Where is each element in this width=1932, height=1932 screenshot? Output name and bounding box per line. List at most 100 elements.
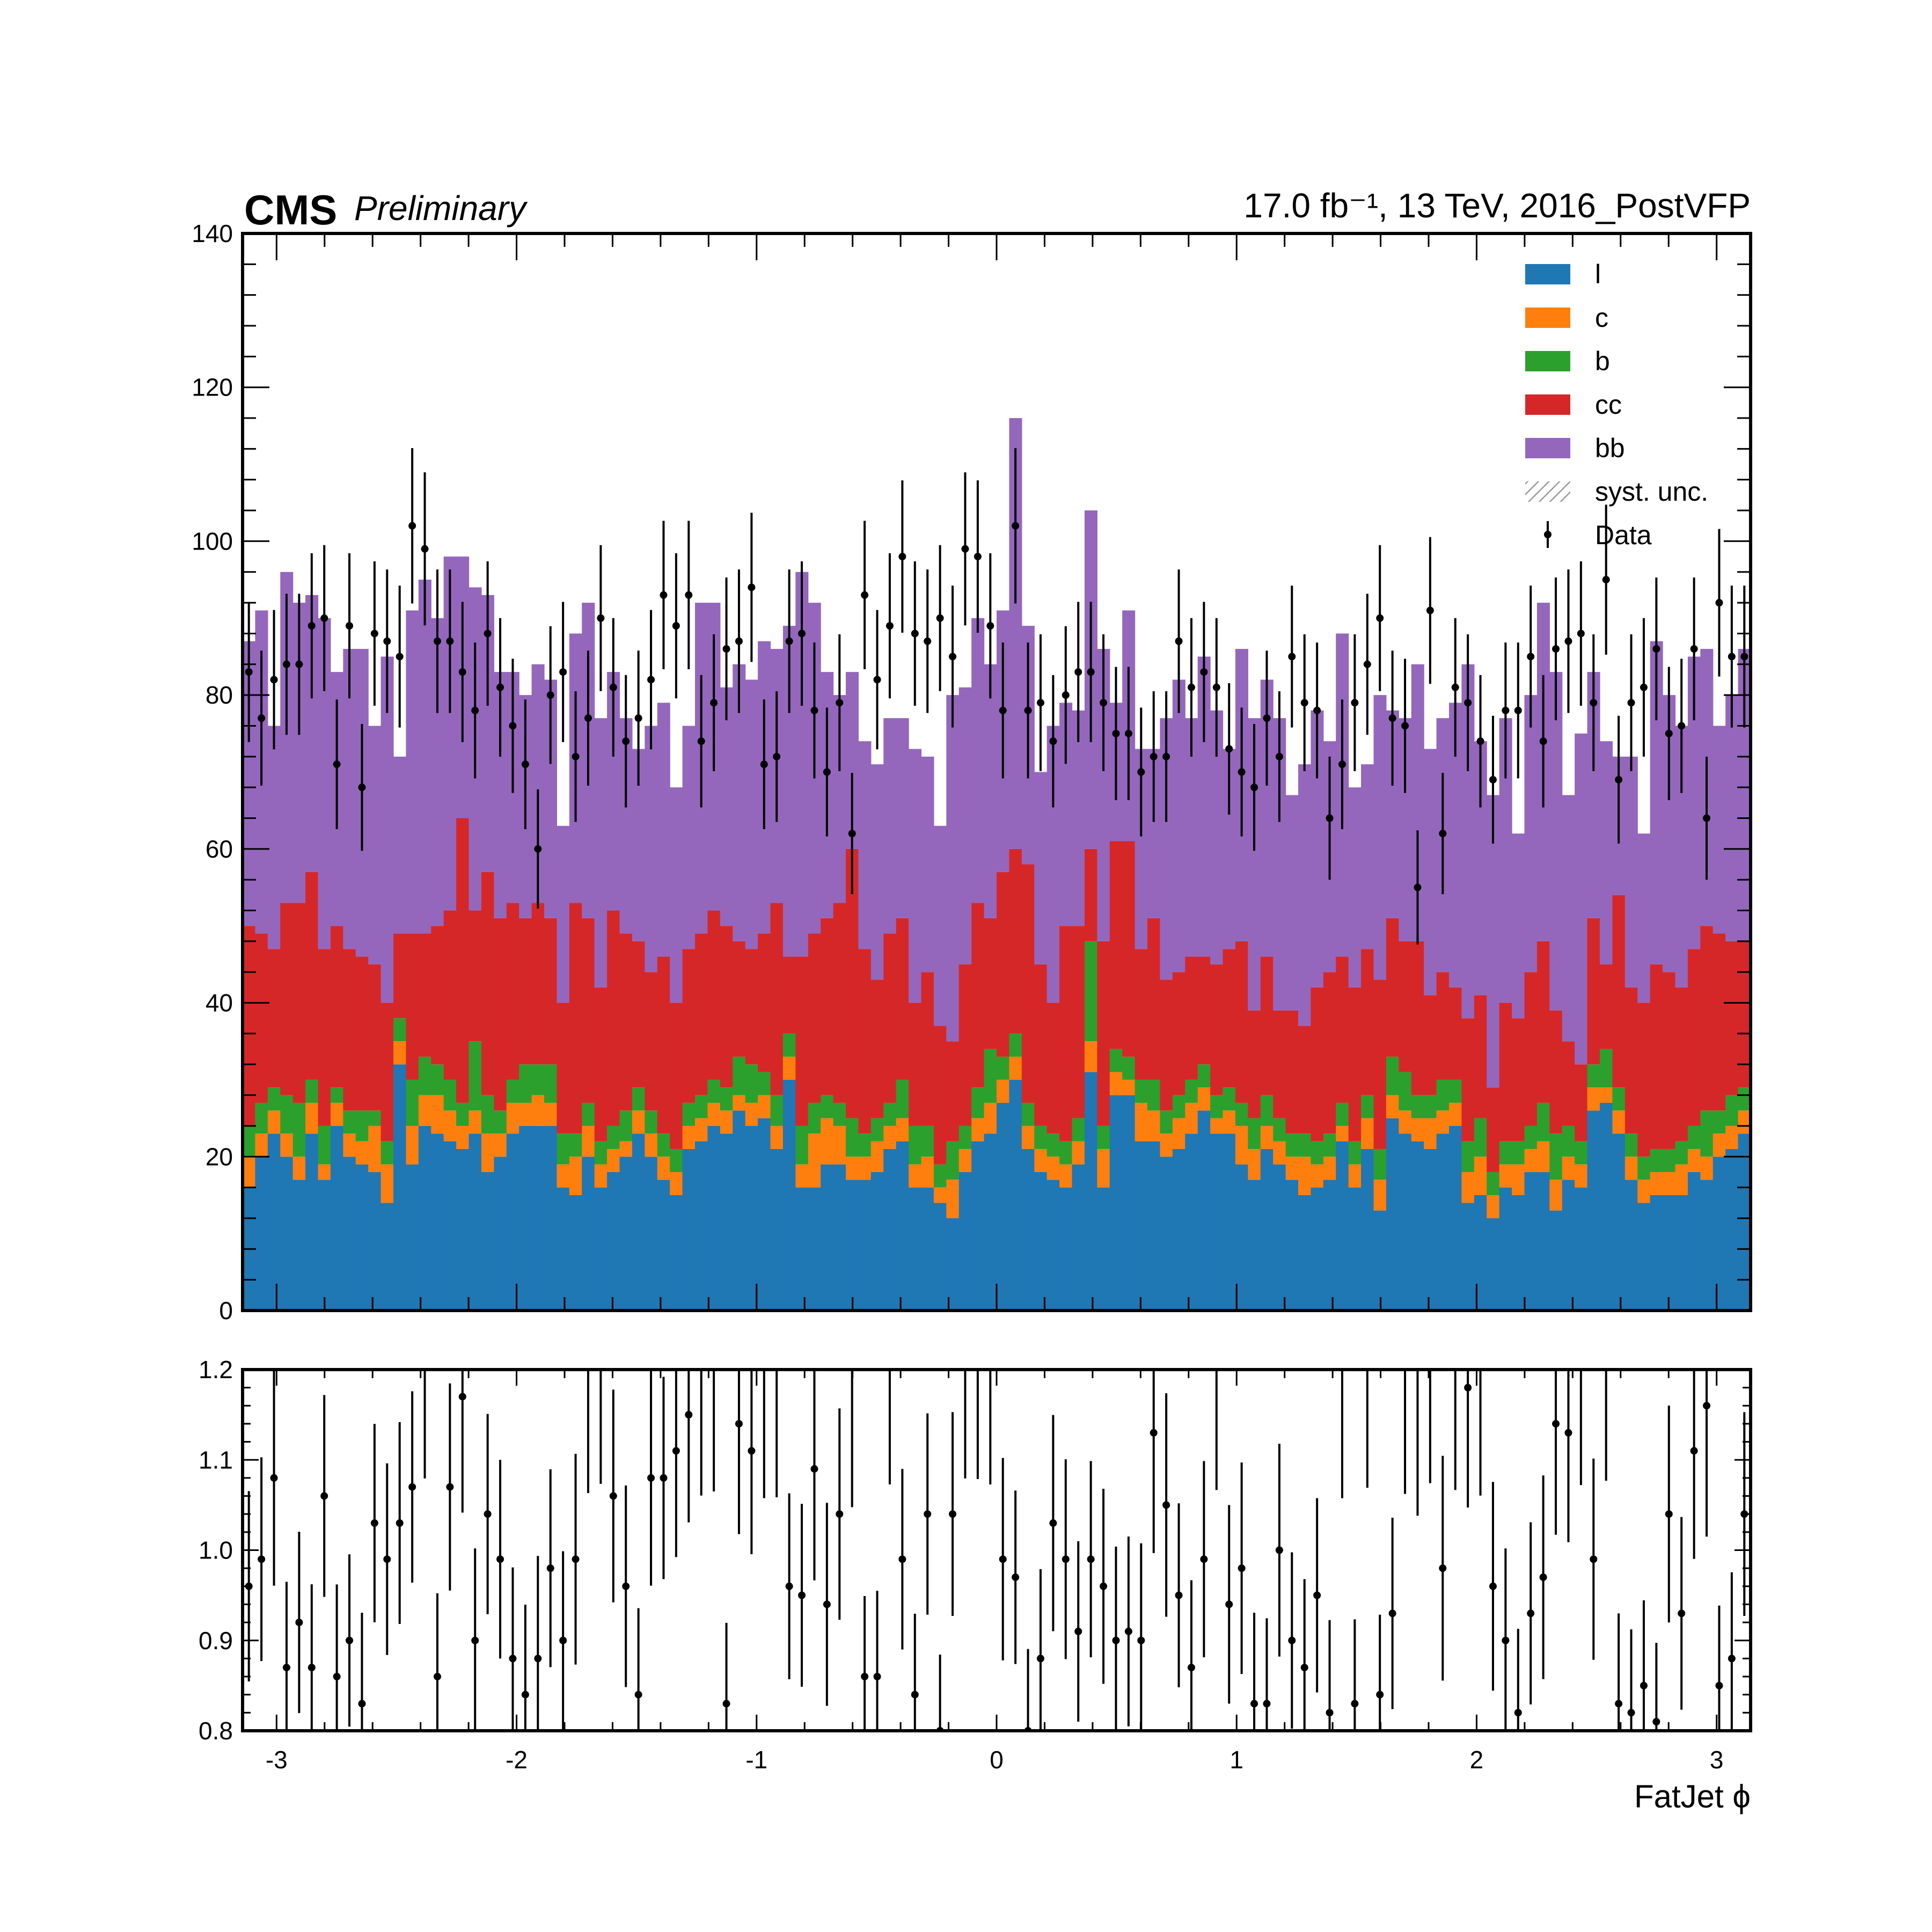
bar-c-59 [984,1102,997,1134]
bar-b-9 [355,1110,369,1141]
bar-bb-90 [1373,695,1387,980]
bar-cc-6 [318,949,331,1126]
bar-l-77 [1210,1133,1224,1311]
bar-l-105 [1562,1180,1575,1311]
ratio-point-3 [282,1664,290,1672]
data-point-21 [509,722,517,730]
bar-b-37 [707,1079,721,1103]
ratio-point-12 [396,1519,404,1527]
bar-bb-84 [1298,764,1312,1026]
bar-l-58 [971,1141,985,1311]
bar-cc-78 [1223,949,1236,1088]
data-point-5 [308,622,316,630]
bar-bb-38 [720,687,733,926]
ratio-point-19 [484,1510,492,1518]
ratio-point-1 [258,1555,266,1563]
bar-c-67 [1084,1041,1097,1072]
bar-l-5 [305,1133,319,1311]
bar-c-57 [958,1148,972,1172]
bar-cc-42 [770,903,784,1095]
bar-c-72 [1147,1110,1161,1141]
bar-b-102 [1524,1125,1538,1149]
bar-b-71 [1135,1079,1148,1103]
bar-cc-38 [720,926,733,1088]
bar-l-99 [1487,1218,1500,1311]
bar-c-12 [393,1041,407,1065]
bar-b-115 [1687,1125,1701,1149]
bar-c-73 [1160,1133,1173,1157]
ratio-point-114 [1678,1609,1686,1618]
bar-cc-107 [1587,918,1600,1065]
data-point-99 [1489,775,1497,784]
data-point-116 [1703,814,1711,822]
bar-cc-92 [1399,941,1412,1072]
bar-cc-19 [481,872,494,1095]
bar-l-9 [355,1164,369,1311]
bar-l-119 [1738,1133,1751,1311]
bar-c-62 [1021,1125,1035,1149]
bar-bb-118 [1725,695,1739,941]
data-point-31 [634,714,642,722]
bar-l-116 [1700,1180,1714,1311]
data-point-35 [685,591,693,599]
bar-l-61 [1009,1079,1022,1311]
data-point-103 [1539,737,1547,745]
bar-b-72 [1147,1079,1161,1111]
bar-cc-85 [1311,987,1324,1141]
bar-cc-53 [909,1002,922,1126]
bar-c-65 [1059,1164,1073,1188]
bar-b-22 [519,1064,532,1103]
bar-l-46 [821,1164,834,1311]
bar-c-79 [1235,1125,1248,1165]
ratio-point-109 [1615,1700,1623,1708]
bar-cc-96 [1449,987,1462,1080]
bar-c-76 [1197,1087,1211,1111]
bar-l-20 [494,1157,507,1311]
data-point-84 [1300,699,1308,707]
bar-b-17 [456,1102,470,1126]
data-point-10 [370,630,378,638]
bar-cc-7 [330,926,343,1088]
bar-b-113 [1663,1148,1676,1172]
bar-l-103 [1536,1172,1550,1311]
data-point-29 [609,683,617,691]
bar-b-68 [1097,1125,1110,1149]
bar-c-82 [1273,1141,1286,1165]
ratio-point-83 [1288,1636,1296,1644]
bar-bb-25 [557,825,570,1003]
y-tick-label-4: 80 [206,681,233,709]
ratio-frame [241,1368,1752,1732]
data-point-64 [1049,737,1057,745]
bar-c-116 [1700,1157,1714,1180]
bar-l-76 [1197,1110,1211,1311]
bar-c-45 [808,1133,821,1188]
data-point-25 [559,668,567,676]
bar-b-87 [1336,1102,1349,1126]
bar-c-86 [1323,1157,1336,1180]
bar-bb-66 [1072,710,1085,926]
bar-l-118 [1725,1148,1739,1311]
bar-bb-83 [1285,795,1299,1011]
bar-c-96 [1449,1102,1462,1126]
bar-bb-99 [1487,795,1500,1088]
data-point-60 [999,706,1007,714]
bar-cc-89 [1361,949,1374,1095]
data-point-62 [1024,706,1032,714]
bar-bb-75 [1185,718,1198,957]
bar-cc-97 [1461,1018,1475,1141]
bar-l-21 [506,1133,519,1311]
ratio-point-104 [1552,1419,1560,1428]
data-point-67 [1087,668,1095,676]
bar-b-74 [1172,1095,1185,1118]
bar-c-10 [368,1125,382,1172]
bar-cc-35 [682,949,696,1103]
x-tick-label-2: -1 [745,1746,767,1774]
ratio-point-118 [1728,1655,1736,1663]
bar-l-39 [733,1110,746,1311]
bar-c-50 [870,1141,884,1172]
bar-cc-9 [355,956,369,1111]
y-tick-label-1: 20 [206,1143,233,1170]
y-tick-label-3: 60 [206,835,233,863]
bar-cc-68 [1097,941,1110,1126]
bar-l-7 [330,1125,343,1311]
